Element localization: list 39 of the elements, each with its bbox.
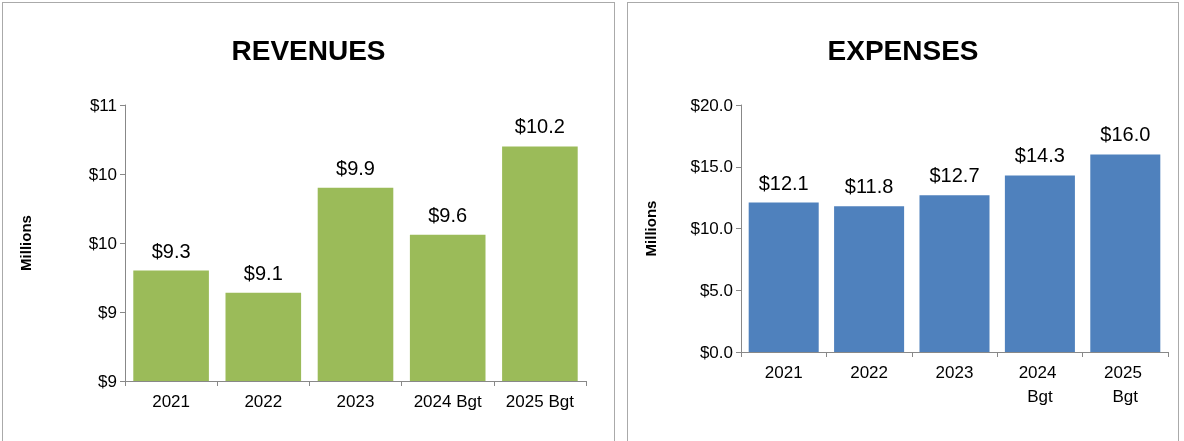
bar [919,195,990,352]
data-label: $12.7 [929,164,980,187]
y-tick-label: $9 [98,371,117,391]
data-label: $14.3 [1014,144,1065,167]
y-axis-title: Millions [17,215,34,271]
y-tick-label: $10.0 [690,219,733,238]
y-tick-label: $10 [88,164,117,184]
data-label: $16.0 [1100,123,1151,146]
x-tick-label: 2023 [935,362,974,382]
x-tick-label: 2022 [850,362,889,382]
data-label: $10.2 [514,115,565,138]
x-tick-label: 2024 Bgt [1018,362,1062,406]
data-label: $9.6 [428,203,468,226]
y-tick-label: $10 [88,233,117,253]
bar [1004,175,1075,352]
y-tick-label: $0.0 [699,342,733,362]
y-tick-label: $15.0 [690,157,733,177]
data-label: $12.1 [758,171,809,194]
x-tick-label: 2025 Bgt [1104,362,1147,406]
x-tick-label: 2021 [152,391,191,411]
y-tick-label: $20.0 [690,95,733,115]
y-tick-label: $11 [89,95,117,115]
x-tick-label: 2021 [764,362,803,382]
chart-title: EXPENSES [827,34,979,66]
chart-title: REVENUES [231,34,386,66]
y-tick-label: $5.0 [699,280,733,300]
bar [748,202,819,352]
bar [834,206,905,352]
data-label: $11.8 [844,175,894,198]
x-tick-label: 2025 Bgt [505,391,575,411]
y-axis-title: Millions [642,200,659,257]
x-tick-label: 2024 Bgt [413,391,482,411]
x-tick-label: 2022 [244,391,283,411]
x-tick-label: 2023 [336,391,375,411]
data-label: $9.9 [336,156,375,179]
data-label: $9.3 [151,239,191,262]
data-label: $9.1 [243,261,283,284]
y-tick-label: $9 [98,302,117,322]
bar [1090,154,1161,352]
